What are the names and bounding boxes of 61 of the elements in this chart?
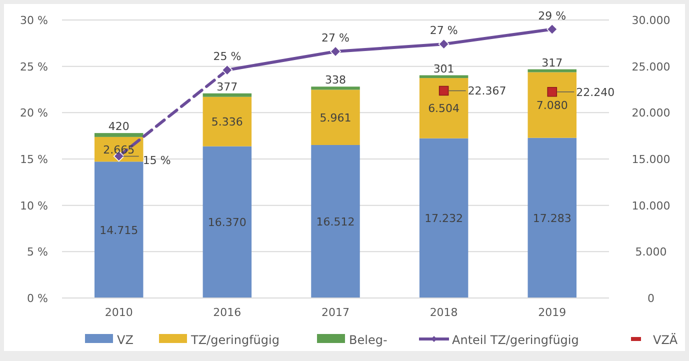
y2-tick-label: 10.000 bbox=[632, 199, 670, 212]
data-label: 27 % bbox=[322, 32, 350, 45]
data-label: 22.240 bbox=[576, 86, 615, 99]
y2-tick-label: 5.000 bbox=[635, 246, 667, 259]
bar bbox=[311, 86, 360, 90]
bar bbox=[528, 138, 577, 298]
bar bbox=[94, 162, 144, 298]
bar bbox=[94, 133, 144, 137]
y2-tick-label: 20.000 bbox=[632, 106, 670, 120]
y2-tick-label: 15.000 bbox=[632, 153, 670, 166]
bar bbox=[311, 144, 360, 298]
data-label: 5.961 bbox=[320, 111, 352, 124]
x-tick-label: 2018 bbox=[430, 306, 458, 319]
y2-tick-label: 30.000 bbox=[632, 14, 670, 27]
y-tick-label: 15 % bbox=[20, 153, 48, 166]
bar bbox=[202, 93, 252, 97]
point bbox=[330, 46, 341, 57]
data-label: 17.283 bbox=[532, 212, 572, 225]
legend-label: Anteil TZ/geringfügig bbox=[452, 333, 579, 347]
bar bbox=[202, 96, 252, 146]
data-label: 420 bbox=[108, 120, 130, 134]
y2-tick-label: 0 bbox=[648, 292, 654, 305]
point bbox=[546, 24, 558, 35]
bar bbox=[528, 72, 577, 138]
legend-label: VZ bbox=[117, 333, 134, 347]
y-tick-label: 25 % bbox=[20, 60, 48, 74]
data-label: 2.665 bbox=[103, 143, 135, 156]
legend-label: Beleg- bbox=[349, 333, 388, 347]
data-label: 6.504 bbox=[428, 102, 460, 116]
y2-tick-label: 25.000 bbox=[632, 60, 670, 74]
y-tick-label: 30 % bbox=[20, 14, 48, 27]
bar bbox=[311, 90, 360, 145]
data-label: 27 % bbox=[430, 24, 458, 38]
y-tick-label: 0 % bbox=[27, 292, 48, 305]
data-label: 17.232 bbox=[424, 212, 464, 226]
data-label: 15 % bbox=[142, 154, 171, 168]
data-label: 377 bbox=[216, 80, 238, 94]
x-tick-label: 2017 bbox=[322, 306, 350, 319]
data-label: 301 bbox=[433, 62, 454, 76]
data-label: 25 % bbox=[213, 50, 242, 64]
y-tick-label: 10 % bbox=[20, 199, 48, 212]
data-label: 5.336 bbox=[211, 116, 243, 129]
data-label: 22.367 bbox=[468, 84, 506, 98]
y-tick-label: 5 % bbox=[27, 246, 48, 259]
legend-label: VZÄ bbox=[653, 333, 678, 347]
data-label: 14.715 bbox=[100, 224, 138, 237]
point bbox=[438, 38, 450, 50]
bar bbox=[419, 138, 468, 298]
x-tick-label: 2019 bbox=[538, 306, 566, 319]
data-label: 317 bbox=[542, 56, 563, 70]
legend-label: TZ/geringfügig bbox=[190, 333, 280, 347]
x-tick-label: 2010 bbox=[104, 306, 133, 319]
data-label: 16.370 bbox=[208, 216, 246, 230]
bar bbox=[419, 78, 468, 138]
data-label: 7.080 bbox=[536, 99, 568, 112]
data-label: 29 % bbox=[538, 9, 566, 22]
data-label: 16.512 bbox=[316, 215, 355, 228]
x-tick-label: 2016 bbox=[213, 306, 242, 319]
data-label: 338 bbox=[325, 74, 346, 87]
y-tick-label: 20 % bbox=[20, 106, 48, 120]
bar bbox=[202, 146, 252, 298]
